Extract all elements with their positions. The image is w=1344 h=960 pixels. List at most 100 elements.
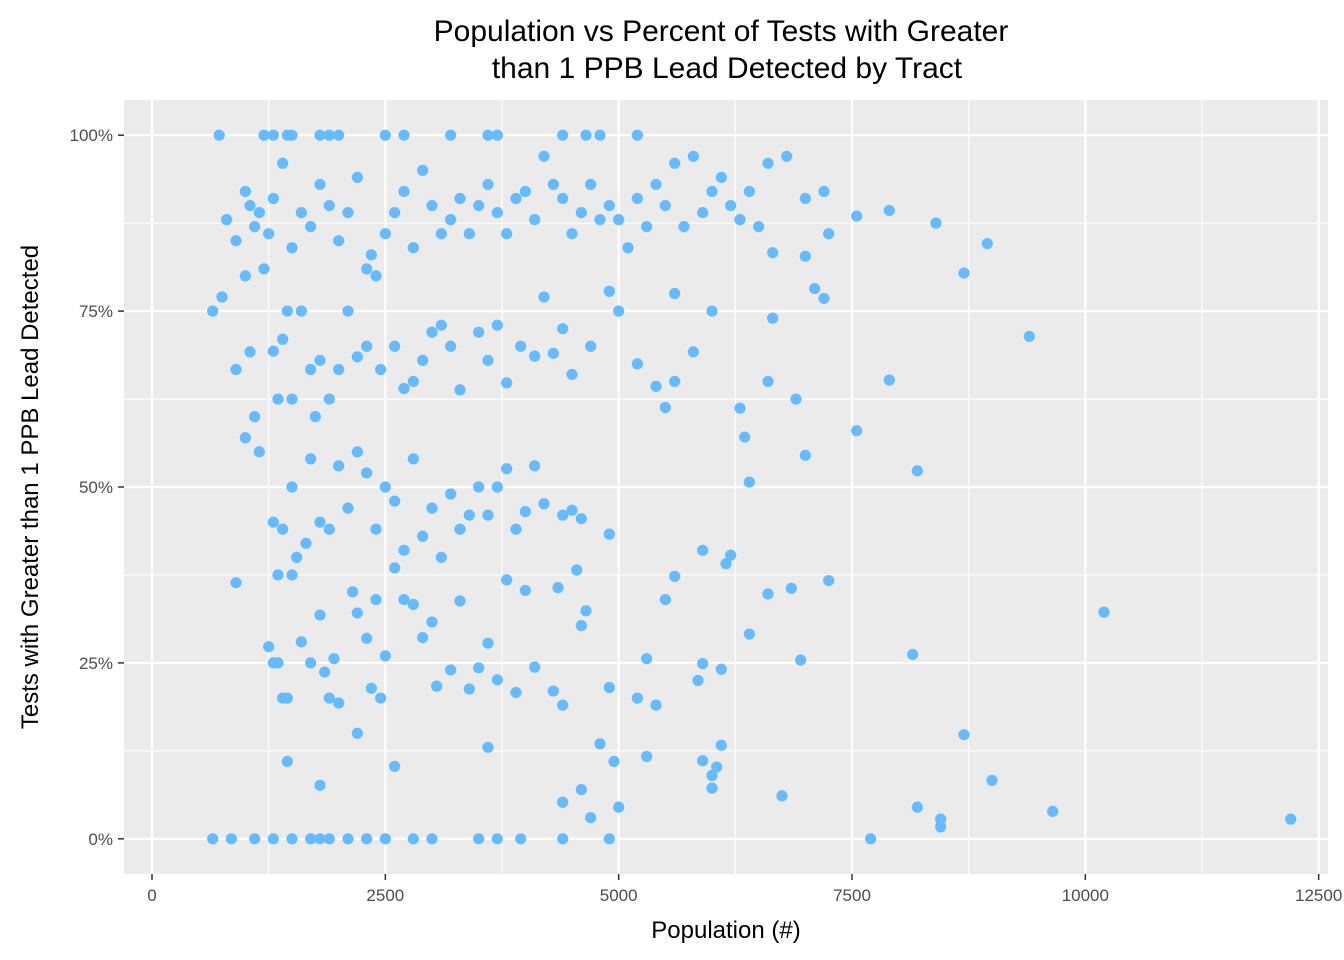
data-points [207, 129, 1297, 845]
x-tick-label: 5000 [600, 886, 638, 905]
data-point [361, 632, 373, 644]
data-point [267, 192, 279, 205]
data-point [762, 375, 774, 388]
data-point [445, 488, 457, 500]
data-point [575, 206, 587, 219]
data-point [482, 509, 494, 521]
data-point [697, 755, 709, 767]
data-point [267, 516, 279, 528]
data-point [557, 323, 569, 335]
data-point [379, 481, 391, 493]
data-point [491, 319, 503, 331]
data-point [370, 593, 382, 606]
data-point [725, 549, 737, 561]
data-point [631, 129, 643, 141]
data-point [361, 467, 373, 479]
x-tick-label: 12500 [1295, 886, 1342, 905]
data-point [365, 682, 377, 694]
data-point [547, 685, 559, 697]
data-point [790, 393, 802, 405]
data-point [575, 620, 587, 632]
data-point [571, 564, 583, 576]
data-point [706, 305, 718, 317]
data-point [785, 582, 797, 594]
data-point [907, 648, 919, 661]
data-point [239, 185, 251, 198]
data-point [351, 171, 363, 183]
data-point [342, 305, 354, 317]
data-point [398, 593, 410, 606]
data-point [314, 779, 326, 791]
data-point [379, 833, 391, 845]
data-point [519, 584, 531, 597]
data-point [767, 312, 779, 324]
data-point [314, 516, 326, 528]
data-point [697, 658, 709, 670]
data-point [361, 340, 373, 352]
data-point [711, 761, 723, 773]
y-axis-ticks: 0% 25% 50% 75% 100% [70, 126, 124, 849]
data-point [743, 628, 755, 640]
data-point [547, 347, 559, 359]
data-point [272, 393, 284, 405]
data-point [445, 664, 457, 676]
data-point [739, 431, 751, 443]
data-point [379, 650, 391, 662]
data-point [342, 833, 354, 845]
data-point [501, 463, 513, 475]
data-point [370, 523, 382, 535]
data-point [207, 833, 219, 845]
data-point [566, 228, 578, 240]
x-tick-label: 0 [147, 886, 156, 905]
data-point [529, 460, 541, 472]
data-point [594, 738, 606, 750]
data-point [799, 449, 811, 461]
data-point [417, 530, 429, 542]
data-point [641, 221, 653, 233]
data-point [687, 346, 699, 358]
data-point [277, 523, 289, 535]
data-point [809, 282, 821, 295]
data-point [594, 214, 606, 226]
data-point [323, 199, 335, 212]
y-tick-label: 75% [79, 302, 113, 321]
data-point [244, 346, 256, 358]
data-point [930, 217, 942, 229]
data-point [305, 363, 317, 376]
y-tick-label: 100% [70, 126, 113, 145]
data-point [407, 242, 419, 254]
data-point [482, 637, 494, 649]
data-point [491, 674, 503, 686]
data-point [426, 502, 438, 514]
data-point [454, 595, 466, 607]
data-point [407, 375, 419, 388]
data-point [333, 460, 345, 472]
data-point [795, 654, 807, 666]
data-point [454, 384, 466, 396]
data-point [389, 562, 401, 574]
data-point [501, 228, 513, 240]
data-point [865, 833, 877, 845]
data-point [445, 340, 457, 352]
data-point [557, 509, 569, 521]
data-point [659, 401, 671, 414]
data-point [267, 345, 279, 357]
data-point [519, 185, 531, 198]
data-point [659, 199, 671, 212]
data-point [286, 569, 298, 581]
data-point [538, 498, 550, 510]
data-point [799, 250, 811, 262]
data-point [435, 319, 447, 331]
data-point [426, 833, 438, 845]
data-point [398, 544, 410, 556]
data-point [375, 692, 387, 704]
data-point [309, 411, 321, 423]
data-point [1047, 805, 1059, 817]
data-point [631, 192, 643, 205]
data-point [342, 206, 354, 219]
data-point [454, 523, 466, 535]
data-point [258, 263, 270, 275]
data-point [529, 350, 541, 362]
data-point [463, 228, 475, 240]
x-tick-label: 7500 [833, 886, 871, 905]
